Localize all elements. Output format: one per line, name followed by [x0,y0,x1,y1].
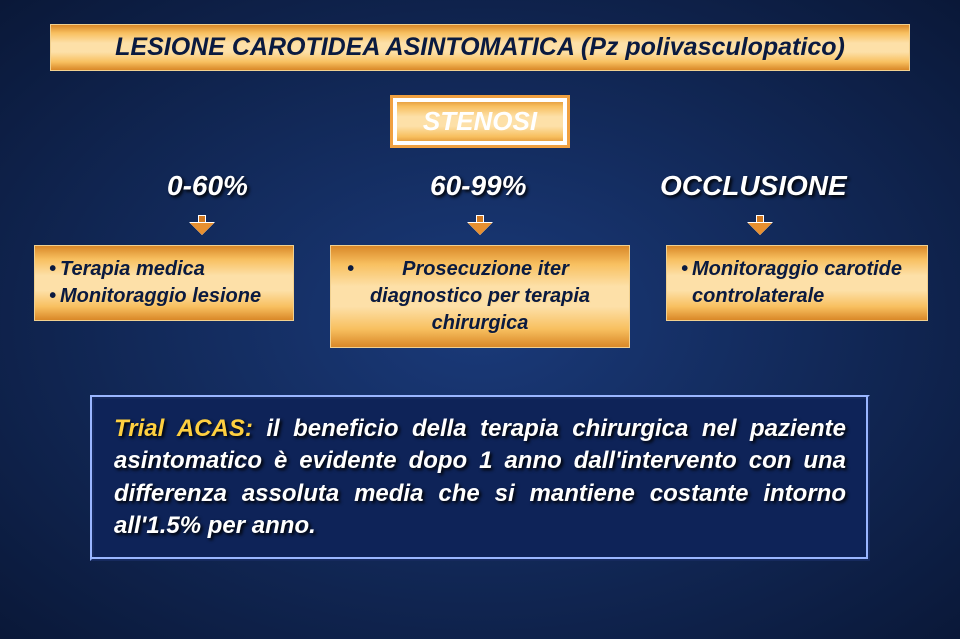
action-mid-line2: diagnostico per terapia [370,285,590,307]
arrow-mid-icon [468,215,492,233]
percent-right: OCCLUSIONE [660,170,847,202]
action-mid-box: •Prosecuzione iter diagnostico per terap… [330,245,630,348]
action-right-box: •Monitoraggio carotide •controlaterale [666,245,928,321]
percent-mid: 60-99% [430,170,527,202]
arrow-right-icon [748,215,772,233]
action-left-line1: Terapia medica [60,258,205,280]
arrow-left-icon [190,215,214,233]
action-right-line1: Monitoraggio carotide [692,258,902,280]
stenosi-box: STENOSI [390,95,570,148]
action-mid-line3: chirurgica [432,312,529,334]
title-box: LESIONE CAROTIDEA ASINTOMATICA (Pz poliv… [50,24,910,71]
action-mid-line1: Prosecuzione iter [402,258,569,280]
action-left-line2: Monitoraggio lesione [60,285,261,307]
action-right-line2: controlaterale [692,285,824,307]
percent-left: 0-60% [167,170,248,202]
trial-prefix: Trial ACAS: [114,415,253,442]
action-left-box: •Terapia medica •Monitoraggio lesione [34,245,294,321]
trial-box: Trial ACAS: il beneficio della terapia c… [90,395,870,561]
